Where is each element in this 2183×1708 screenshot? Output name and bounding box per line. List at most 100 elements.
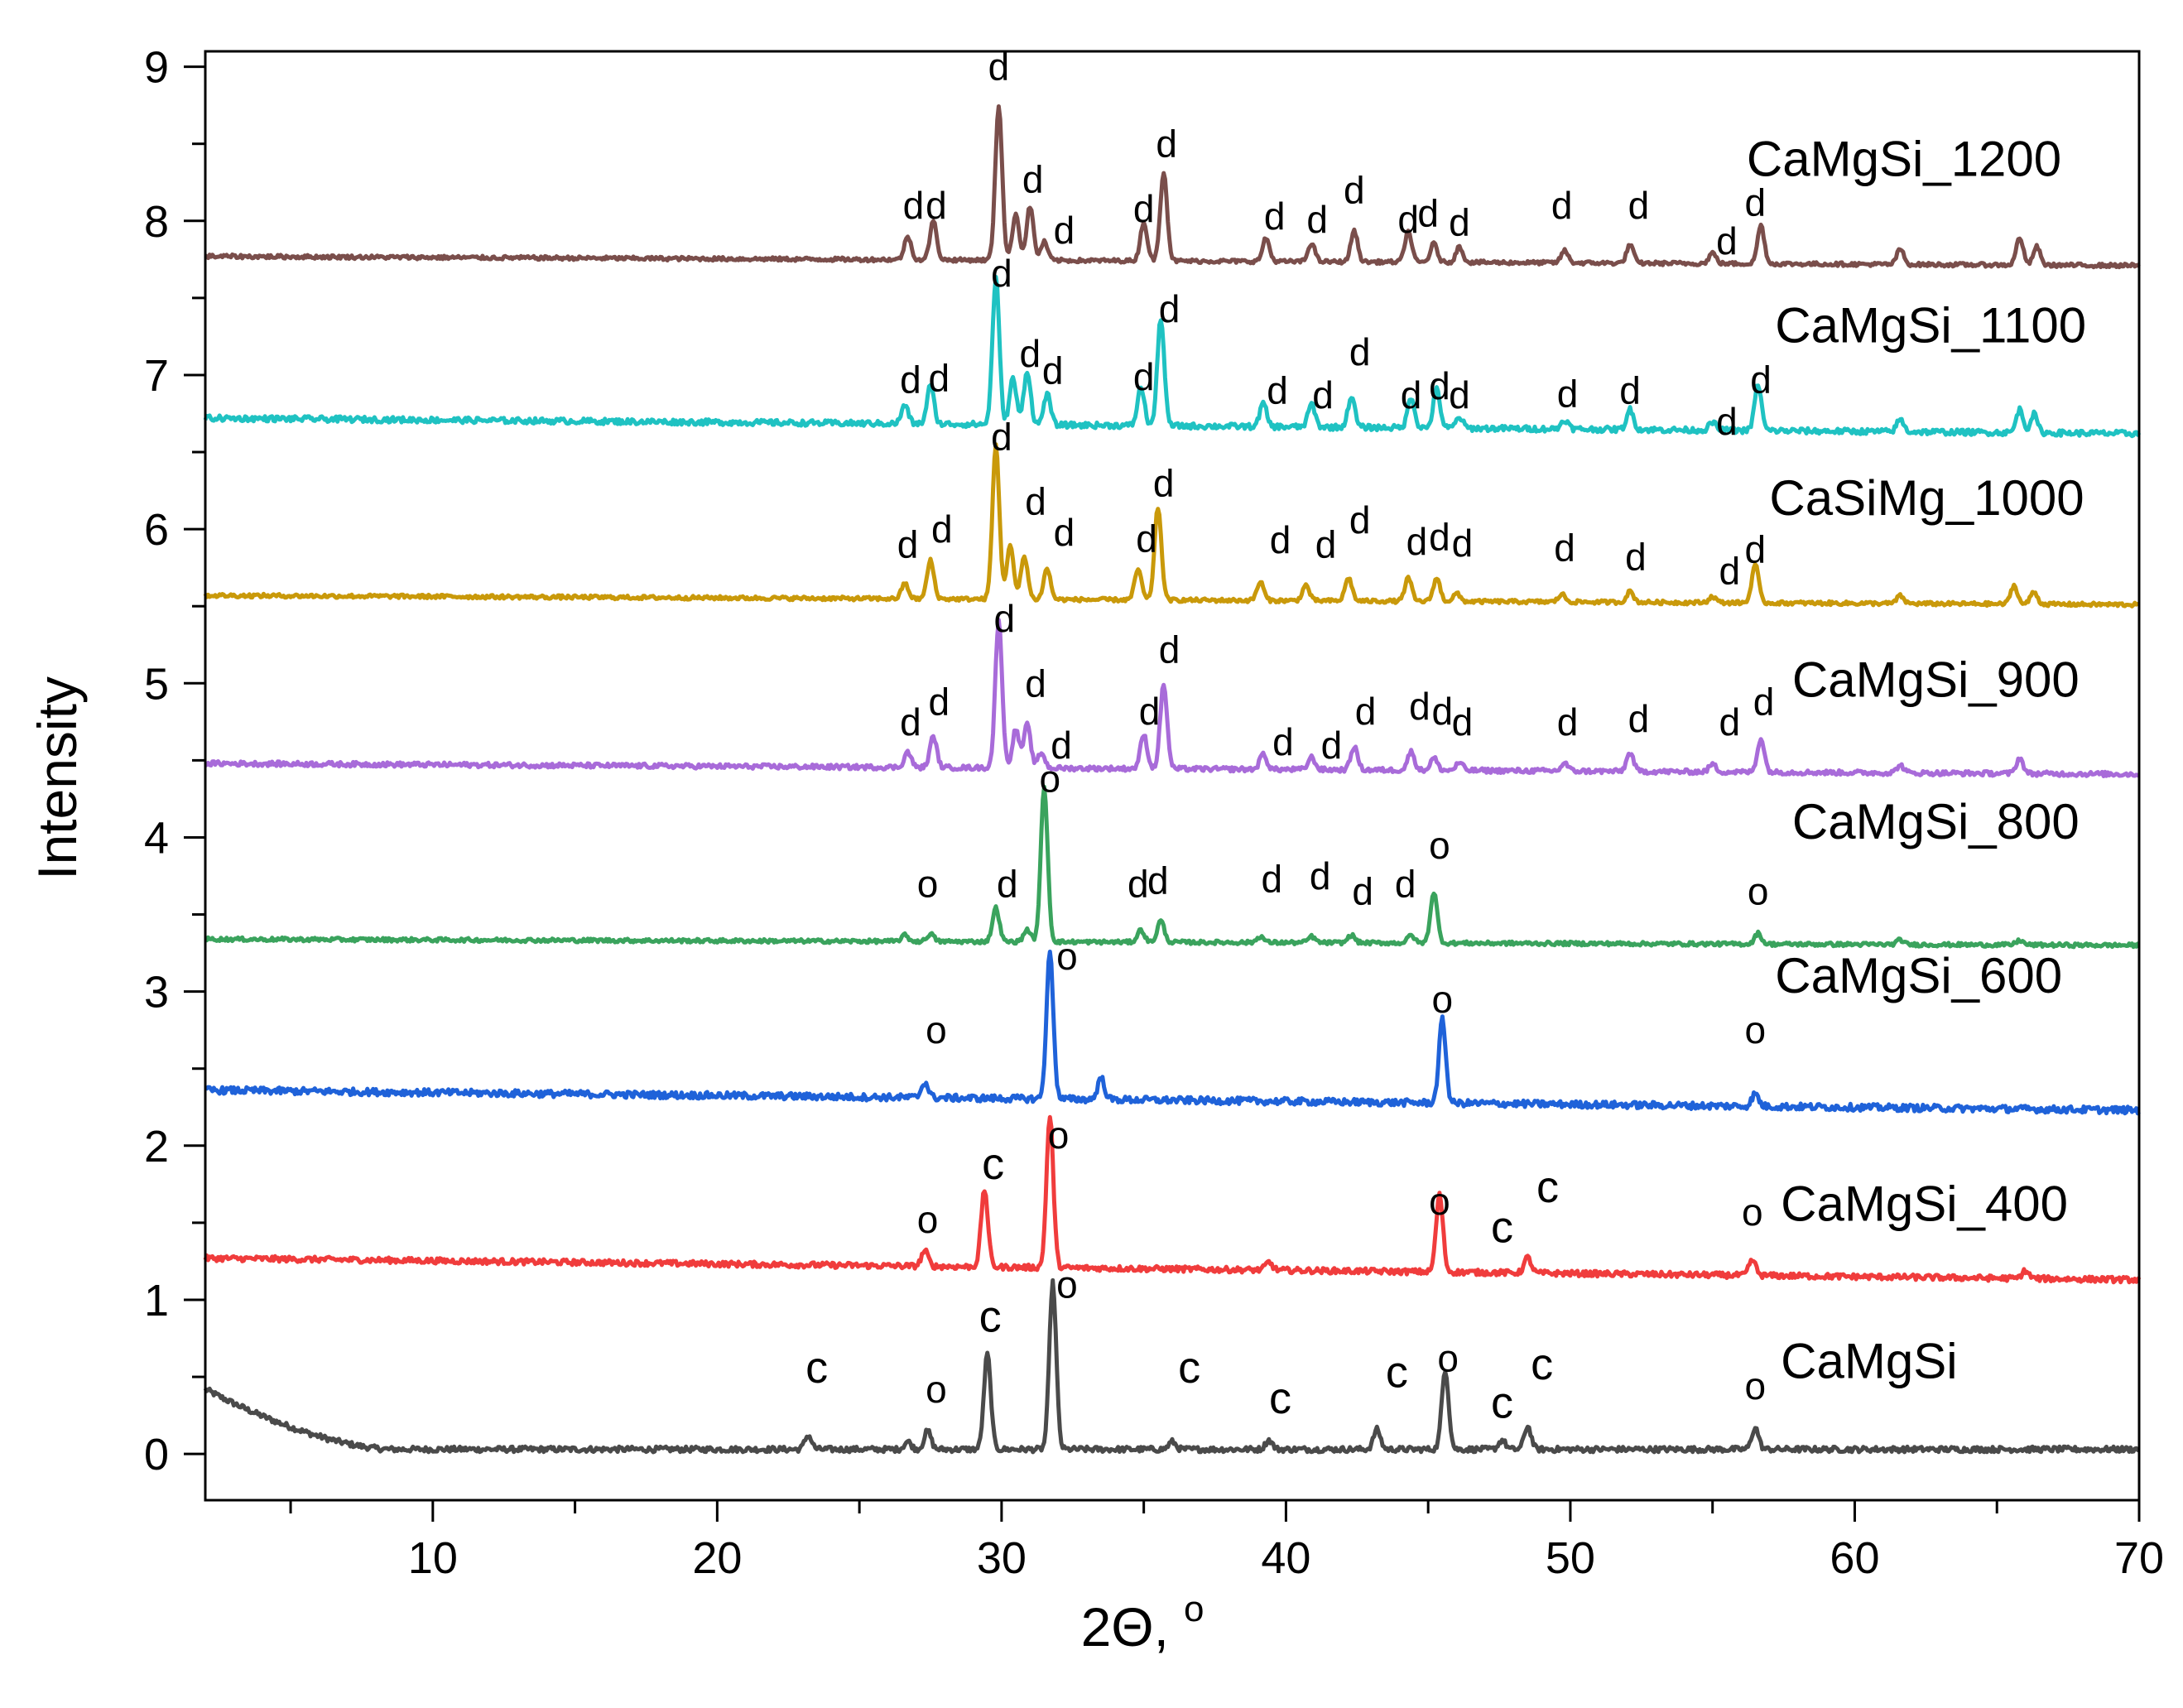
phase-mark: o xyxy=(1056,1263,1078,1306)
y-tick-label: 0 xyxy=(144,1430,169,1479)
phase-mark: d xyxy=(1312,373,1334,416)
y-tick-label: 3 xyxy=(144,968,169,1018)
phase-mark: d xyxy=(1267,369,1288,412)
phase-mark: d xyxy=(929,681,950,724)
phase-mark: d xyxy=(1401,373,1422,416)
y-tick-label: 1 xyxy=(144,1276,169,1326)
series-line-camgsi xyxy=(203,1277,2140,1455)
phase-mark: d xyxy=(1429,515,1450,558)
phase-mark: o xyxy=(926,1368,947,1411)
phase-mark: d xyxy=(1019,332,1041,375)
phase-mark: c xyxy=(805,1343,828,1393)
x-tick-label: 50 xyxy=(1546,1533,1595,1583)
phase-mark: d xyxy=(1395,862,1416,905)
y-tick-label: 2 xyxy=(144,1122,169,1172)
phase-mark: c xyxy=(1491,1378,1513,1428)
phase-mark: c xyxy=(1536,1162,1559,1212)
y-tick-label: 5 xyxy=(144,659,169,709)
phase-mark: c xyxy=(979,1292,1002,1341)
x-axis-title-text: 2Θ, xyxy=(1081,1596,1169,1657)
phase-mark: d xyxy=(1042,349,1064,392)
phase-mark: d xyxy=(1153,461,1175,504)
phase-mark: d xyxy=(1022,158,1044,201)
x-tick-label: 40 xyxy=(1261,1533,1310,1583)
x-axis-title-unit: o xyxy=(1184,1589,1204,1629)
phase-mark: d xyxy=(1557,700,1579,743)
series-line-camgsi-1200 xyxy=(204,104,2141,270)
phase-mark: c xyxy=(1531,1340,1553,1389)
phase-mark: d xyxy=(1554,526,1575,569)
phase-mark: d xyxy=(1352,870,1373,913)
x-tick-label: 70 xyxy=(2114,1533,2164,1583)
phase-mark: d xyxy=(1147,859,1169,902)
phase-mark: d xyxy=(931,508,953,551)
y-axis-title: Intensity xyxy=(26,676,88,880)
phase-mark: c xyxy=(1178,1343,1200,1393)
phase-mark: d xyxy=(991,415,1012,458)
phase-mark: d xyxy=(1409,685,1430,728)
phase-mark: o xyxy=(917,1198,939,1241)
phase-mark: d xyxy=(1310,854,1331,897)
phase-mark: o xyxy=(1748,870,1769,913)
phase-mark: d xyxy=(1452,700,1474,743)
series-labels: CaMgSi CaMgSi_400 CaMgSi_600 CaMgSi_800 CaMg… xyxy=(1747,131,2086,1388)
y-axis: 0 1 2 3 4 5 6 7 8 9 xyxy=(144,43,205,1479)
phase-mark: d xyxy=(1716,400,1738,443)
phase-mark: d xyxy=(1133,355,1155,398)
phase-mark: d xyxy=(897,523,919,566)
y-tick-label: 6 xyxy=(144,505,169,555)
phase-mark: d xyxy=(1628,697,1650,740)
phase-mark: d xyxy=(1750,358,1772,402)
series-label: CaMgSi_1200 xyxy=(1747,131,2061,186)
phase-mark: o xyxy=(1048,1114,1070,1157)
y-tick-label: 9 xyxy=(144,43,169,93)
y-tick-label: 8 xyxy=(144,197,169,247)
phase-mark: o xyxy=(1429,1180,1450,1223)
phase-mark: d xyxy=(997,862,1018,905)
phase-mark: d xyxy=(1321,724,1343,767)
phase-mark: d xyxy=(1051,724,1072,767)
phase-mark: d xyxy=(1628,184,1650,227)
phase-mark: o xyxy=(917,862,939,905)
phase-mark: o xyxy=(1742,1191,1763,1234)
series-line-camgsi-900 xyxy=(204,618,2141,778)
phase-mark: c xyxy=(1491,1202,1513,1252)
phase-mark: d xyxy=(1025,662,1046,705)
phase-mark: o xyxy=(926,1008,947,1051)
phase-mark: d xyxy=(1429,364,1450,407)
phase-mark: d xyxy=(1716,219,1738,262)
x-tick-label: 30 xyxy=(977,1533,1027,1583)
phase-mark: d xyxy=(1139,690,1161,733)
phase-mark: c xyxy=(1269,1374,1291,1423)
phase-mark: d xyxy=(1128,862,1149,905)
x-tick-label: 10 xyxy=(408,1533,458,1583)
phase-mark: d xyxy=(1159,287,1180,330)
phase-mark: o xyxy=(1429,824,1450,867)
series-label: CaMgSi xyxy=(1781,1333,1957,1388)
phase-mark: o xyxy=(1744,1364,1766,1407)
phase-mark: d xyxy=(1315,523,1337,566)
phase-mark: d xyxy=(1159,628,1180,671)
phase-mark: c xyxy=(982,1139,1004,1189)
phase-mark: d xyxy=(1272,720,1294,763)
phase-mark: d xyxy=(903,184,925,227)
phase-mark: d xyxy=(1551,184,1573,227)
phase-mark: o xyxy=(1039,758,1060,801)
series-label: CaMgSi_800 xyxy=(1792,794,2080,849)
x-axis-title: 2Θ, o xyxy=(1081,1589,1204,1657)
phase-mark: d xyxy=(1306,198,1328,241)
phase-mark: o xyxy=(1437,1337,1459,1380)
phase-mark: d xyxy=(1449,373,1470,416)
phase-mark: d xyxy=(900,700,921,743)
phase-mark: d xyxy=(1744,527,1766,570)
phase-mark: d xyxy=(1261,858,1282,901)
phase-mark: d xyxy=(1449,201,1470,244)
phase-mark: d xyxy=(994,597,1016,640)
phase-mark: o xyxy=(1432,978,1454,1021)
series-label: CaMgSi_400 xyxy=(1781,1176,2068,1232)
y-tick-label: 7 xyxy=(144,351,169,401)
series-line-camgsi-800 xyxy=(204,784,2140,950)
series-label: CaMgSi_600 xyxy=(1775,948,2062,1003)
